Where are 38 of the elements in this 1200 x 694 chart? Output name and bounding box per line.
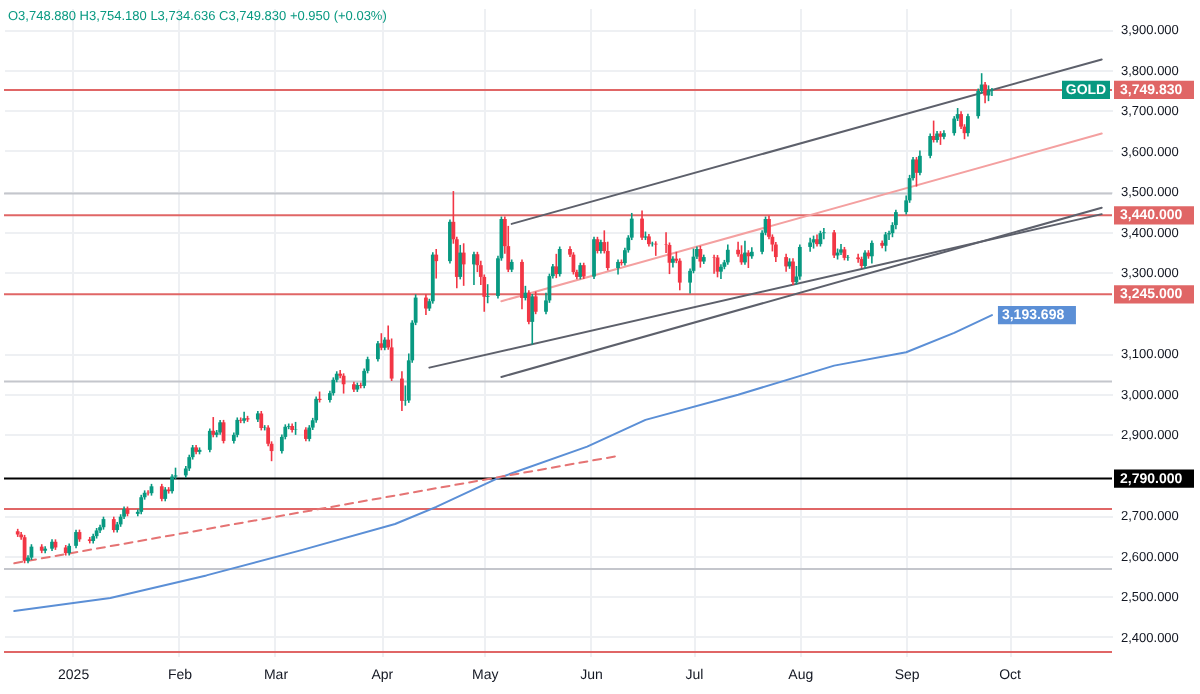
candlestick xyxy=(461,242,466,287)
candlestick xyxy=(797,243,802,281)
candlestick xyxy=(434,248,439,280)
candlestick xyxy=(533,290,538,315)
candlestick xyxy=(863,249,867,270)
candlestick xyxy=(530,293,535,346)
candlestick xyxy=(458,244,463,281)
candlestick xyxy=(341,372,346,395)
candlestick xyxy=(170,473,174,495)
candlestick xyxy=(448,218,452,265)
candlestick xyxy=(736,240,740,258)
candlestick xyxy=(400,370,404,412)
candlestick xyxy=(791,257,795,286)
candlestick xyxy=(983,81,987,104)
candlestick xyxy=(856,253,861,264)
candlestick xyxy=(966,112,970,138)
candlestick xyxy=(592,236,596,280)
candlestick xyxy=(376,340,380,363)
candlestick xyxy=(74,528,78,550)
candlestick xyxy=(821,227,826,241)
candlestick xyxy=(139,494,144,516)
candlestick xyxy=(893,208,898,230)
candlestick xyxy=(773,241,778,263)
candlestick xyxy=(331,376,336,397)
candlestick xyxy=(845,254,850,262)
candlestick xyxy=(918,149,922,177)
candlestick xyxy=(485,283,490,305)
candlestick xyxy=(677,257,682,292)
candlestick xyxy=(430,251,435,305)
candlestick xyxy=(207,427,212,454)
candlestick xyxy=(952,115,957,137)
candlestick xyxy=(314,395,319,424)
candlestick xyxy=(43,545,48,554)
candlestick xyxy=(640,209,644,241)
candlestick xyxy=(557,245,562,278)
candlestick xyxy=(928,132,933,160)
candlestick xyxy=(725,243,730,266)
line-series xyxy=(13,314,993,613)
